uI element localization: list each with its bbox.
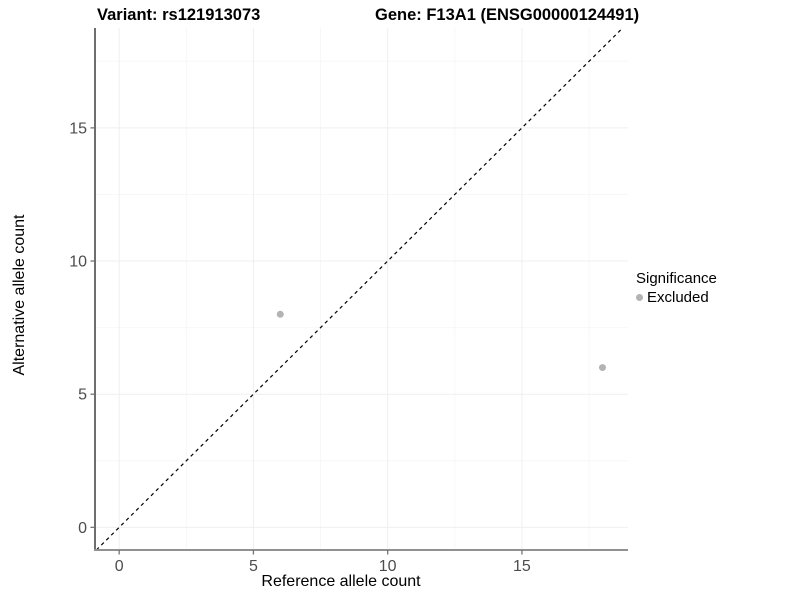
legend: Significance Excluded <box>636 270 717 306</box>
y-tick-label: 15 <box>69 120 87 137</box>
y-tick-label: 10 <box>69 254 87 271</box>
data-point <box>598 364 606 372</box>
legend-item-label: Excluded <box>647 289 709 306</box>
y-tick-label: 0 <box>78 520 87 537</box>
x-tick-label: 15 <box>513 558 531 575</box>
y-tick-label: 5 <box>78 387 87 404</box>
legend-item-excluded: Excluded <box>636 289 717 306</box>
plot-title-variant: Variant: rs121913073 <box>97 6 261 24</box>
x-tick-label: 5 <box>249 558 258 575</box>
x-tick-label: 0 <box>115 558 124 575</box>
identity-line <box>95 27 624 551</box>
y-axis-title: Alternative allele count <box>11 214 28 376</box>
legend-point-icon <box>636 294 643 301</box>
legend-title: Significance <box>636 270 717 287</box>
x-axis-title: Reference allele count <box>261 573 421 590</box>
plot-title-gene: Gene: F13A1 (ENSG00000124491) <box>375 6 640 24</box>
data-point <box>276 310 284 318</box>
x-tick-label: 10 <box>379 558 397 575</box>
